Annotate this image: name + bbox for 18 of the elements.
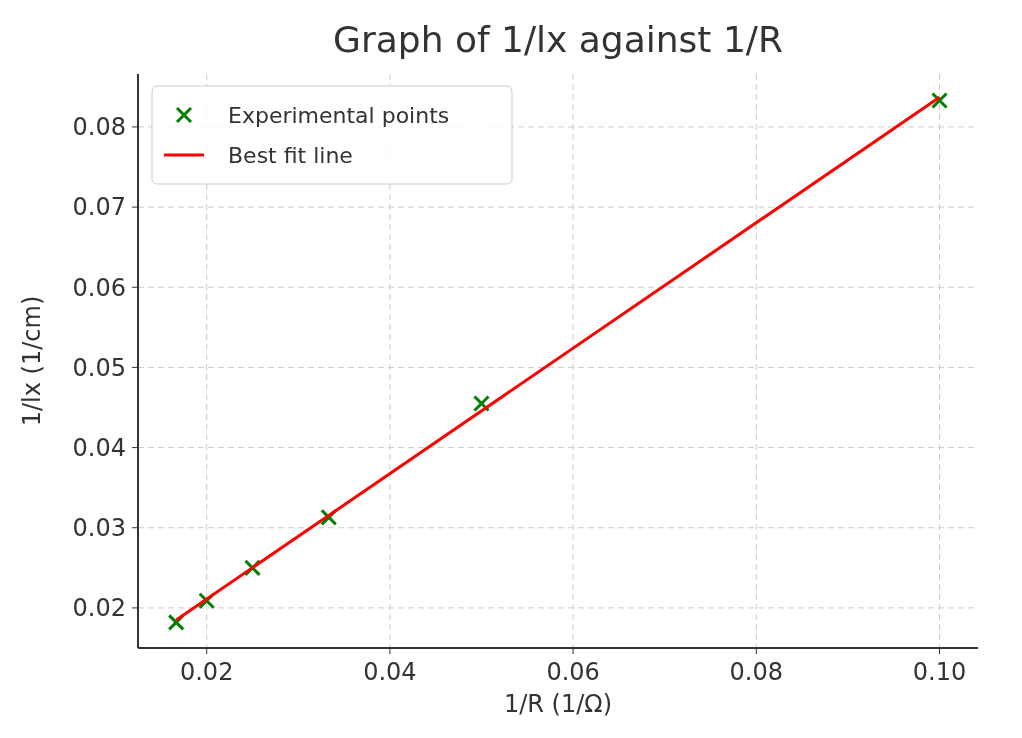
chart-title: Graph of 1/lx against 1/R bbox=[333, 19, 783, 60]
y-axis-title: 1/lx (1/cm) bbox=[18, 295, 46, 427]
x-tick-label: 0.06 bbox=[546, 658, 600, 686]
legend-label: Best fit line bbox=[228, 142, 353, 168]
y-tick-label: 0.05 bbox=[72, 353, 126, 382]
y-tick-label: 0.08 bbox=[72, 113, 126, 142]
x-tick-label: 0.08 bbox=[729, 658, 784, 686]
legend-label: Experimental points bbox=[228, 102, 450, 128]
y-tick-label: 0.06 bbox=[72, 273, 126, 302]
x-tick-label: 0.02 bbox=[179, 658, 234, 686]
point bbox=[931, 91, 949, 109]
x-tick-label: 0.10 bbox=[912, 658, 967, 686]
y-tick-label: 0.02 bbox=[72, 594, 126, 623]
y-tick-label: 0.03 bbox=[72, 514, 126, 543]
x-axis-title: 1/R (1/Ω) bbox=[503, 690, 613, 718]
y-tick-label: 0.04 bbox=[72, 433, 126, 462]
x-tick-label: 0.04 bbox=[363, 658, 417, 686]
y-tick-label: 0.07 bbox=[72, 193, 126, 222]
